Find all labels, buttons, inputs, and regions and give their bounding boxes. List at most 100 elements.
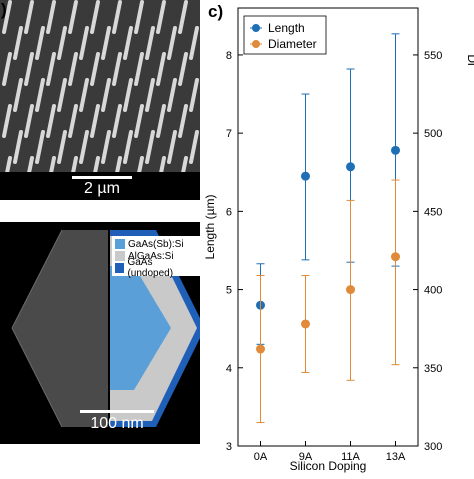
x-tick-label: 13A xyxy=(386,451,406,463)
x-tick-label: 0A xyxy=(254,451,268,463)
nanowire xyxy=(156,0,166,34)
legend-label: Diameter xyxy=(268,37,317,51)
sem-nanowire-picture xyxy=(0,0,200,200)
y-tick-label: 5 xyxy=(226,285,232,297)
nanowire xyxy=(46,104,56,138)
y2-tick-label: 450 xyxy=(424,206,442,218)
data-point-length xyxy=(301,171,310,181)
nanowire xyxy=(2,0,12,34)
nanowire xyxy=(2,52,12,86)
nanowire xyxy=(35,26,45,60)
y-tick-label: 8 xyxy=(226,50,232,62)
nanowire xyxy=(13,130,23,164)
nanowire xyxy=(134,104,144,138)
nanowire xyxy=(24,52,34,86)
legend-marker xyxy=(252,24,260,32)
data-point-diameter xyxy=(346,285,355,295)
chart-svg: 3 4 5 6 7 8 300 350 400 450 500 550 0A 9A 11A 13A Silico… xyxy=(203,7,474,473)
x-axis-label: Silicon Doping xyxy=(290,459,367,473)
plot-frame xyxy=(237,7,419,447)
legend-marker xyxy=(252,40,260,48)
nanowire xyxy=(145,130,155,164)
nanowire xyxy=(101,130,111,164)
y-tick-label: 4 xyxy=(226,363,232,375)
legend-label: Length xyxy=(268,21,305,35)
nanowire xyxy=(167,78,177,112)
nanowire xyxy=(189,130,199,164)
nanowire xyxy=(90,104,100,138)
scalebar-line xyxy=(72,176,132,179)
legend-label: AlGaAs:Si xyxy=(128,250,174,262)
data-point-diameter xyxy=(301,319,310,329)
nanowire xyxy=(134,0,144,34)
legend-item-gaas-sb: GaAs(Sb):Si xyxy=(115,238,197,250)
cross-section-picture xyxy=(11,229,200,428)
nanowire xyxy=(57,78,67,112)
nanowire xyxy=(35,130,45,164)
nanowire xyxy=(145,78,155,112)
tem-hexagon-half xyxy=(12,230,108,427)
legend-item-gaas-undoped: GaAs (undoped) xyxy=(115,257,197,279)
nanowire xyxy=(57,130,67,164)
gaas-sb-core xyxy=(110,266,171,390)
legend-label: GaAs(Sb):Si xyxy=(128,238,184,250)
nanowire xyxy=(2,104,12,138)
nanowire xyxy=(167,26,177,60)
nanowire xyxy=(101,78,111,112)
nanowire xyxy=(57,26,67,60)
legend-box xyxy=(243,15,327,55)
nanowire xyxy=(101,26,111,60)
legend-swatch xyxy=(115,251,125,261)
nanowire xyxy=(68,52,78,86)
legend-item-algaas: AlGaAs:Si xyxy=(115,250,197,262)
nanowire xyxy=(178,52,188,86)
y2-tick-label: 350 xyxy=(424,363,442,375)
data-point-length xyxy=(391,145,400,155)
y-tick-label: 3 xyxy=(226,441,232,453)
y2-tick-label: 550 xyxy=(424,50,442,62)
length-diameter-chart: 3 4 5 6 7 8 300 350 400 450 500 550 0A 9A 11A 13A Silico… xyxy=(200,0,474,474)
nanowire xyxy=(178,0,188,34)
x-tick-label: 11A xyxy=(341,451,360,463)
y2-tick-label: 400 xyxy=(424,285,442,297)
nanowire xyxy=(123,78,133,112)
panel-b-letter: ) xyxy=(1,258,7,277)
x-tick-label: 9A xyxy=(299,451,313,463)
nanowire xyxy=(145,26,155,60)
nanowire xyxy=(68,104,78,138)
sem-image-nanowire-array: 2 µm xyxy=(0,0,200,200)
nanowire xyxy=(68,0,78,34)
sem-substrate xyxy=(0,0,200,200)
nanowire xyxy=(24,104,34,138)
nanowire xyxy=(46,52,56,86)
nanowire xyxy=(13,26,23,60)
nanowire xyxy=(167,130,177,164)
hex-edge xyxy=(11,327,63,428)
data-point-length xyxy=(346,162,355,172)
scalebar-line-b xyxy=(80,410,154,413)
y2-axis-label: Di xyxy=(465,54,474,65)
hex-edge xyxy=(11,229,63,329)
y2-tick-label: 300 xyxy=(424,441,442,453)
nanowire xyxy=(156,52,166,86)
nanowire xyxy=(13,78,23,112)
nanowire xyxy=(112,0,122,34)
nanowire xyxy=(112,104,122,138)
scalebar-label-a: 2 µm xyxy=(84,180,120,197)
nanowire xyxy=(189,78,199,112)
nanowire xyxy=(189,26,199,60)
nanowire xyxy=(79,26,89,60)
cross-section-image: GaAs(Sb):Si AlGaAs:Si GaAs (undoped) 100… xyxy=(0,222,200,444)
y-tick-label: 6 xyxy=(226,206,232,218)
nanowire xyxy=(46,0,56,34)
nanowire xyxy=(24,0,34,34)
nanowire xyxy=(156,104,166,138)
nanowire xyxy=(90,52,100,86)
legend-label: GaAs (undoped) xyxy=(127,257,174,279)
data-point-diameter xyxy=(391,252,400,262)
panel-c-letter: c) xyxy=(208,2,224,21)
nanowire xyxy=(112,52,122,86)
material-legend: GaAs(Sb):Si AlGaAs:Si GaAs (undoped) xyxy=(112,236,200,279)
nanowire xyxy=(90,0,100,34)
nanowire xyxy=(79,78,89,112)
